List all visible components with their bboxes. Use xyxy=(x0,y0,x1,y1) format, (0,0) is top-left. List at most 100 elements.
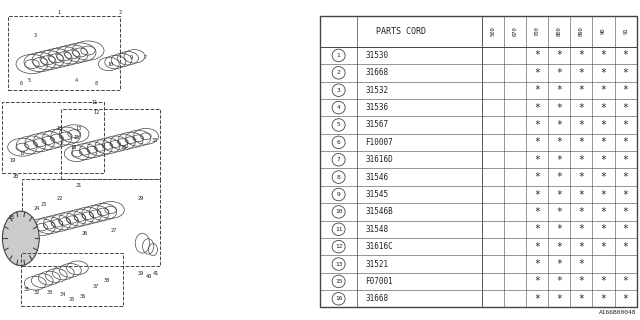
Text: 500: 500 xyxy=(490,26,495,36)
Text: *: * xyxy=(623,189,628,199)
Text: *: * xyxy=(623,137,628,147)
Text: *: * xyxy=(623,51,628,60)
Text: *: * xyxy=(556,51,562,60)
Text: 10: 10 xyxy=(335,209,342,214)
Text: 33: 33 xyxy=(47,290,52,295)
Text: *: * xyxy=(623,207,628,217)
Text: *: * xyxy=(623,68,628,78)
Text: *: * xyxy=(623,120,628,130)
Text: *: * xyxy=(556,85,562,95)
Text: *: * xyxy=(579,276,584,286)
Text: *: * xyxy=(534,224,540,234)
Text: 11: 11 xyxy=(92,100,97,105)
Text: *: * xyxy=(579,259,584,269)
Text: *: * xyxy=(556,224,562,234)
Text: 41: 41 xyxy=(153,271,159,276)
Text: *: * xyxy=(600,137,607,147)
Text: *: * xyxy=(623,103,628,113)
Text: 24: 24 xyxy=(34,205,40,211)
Text: 9: 9 xyxy=(130,55,132,60)
Text: F07001: F07001 xyxy=(365,277,393,286)
Text: 25: 25 xyxy=(8,215,14,220)
Text: *: * xyxy=(579,189,584,199)
Text: *: * xyxy=(579,85,584,95)
Text: *: * xyxy=(556,137,562,147)
Text: 31616D: 31616D xyxy=(365,155,393,164)
Text: *: * xyxy=(579,172,584,182)
Text: *: * xyxy=(579,103,584,113)
Text: 31521: 31521 xyxy=(365,260,388,268)
Text: *: * xyxy=(579,224,584,234)
Text: 12: 12 xyxy=(93,109,99,115)
Text: *: * xyxy=(600,242,607,252)
Text: 21: 21 xyxy=(76,183,81,188)
Text: 30: 30 xyxy=(152,138,158,143)
Text: *: * xyxy=(600,51,607,60)
Text: 17: 17 xyxy=(19,151,26,156)
Text: *: * xyxy=(623,294,628,304)
Text: *: * xyxy=(534,155,540,165)
Text: 31567: 31567 xyxy=(365,120,388,130)
Text: *: * xyxy=(534,276,540,286)
Text: *: * xyxy=(534,189,540,199)
Text: 8: 8 xyxy=(95,81,97,86)
Text: *: * xyxy=(534,172,540,182)
Text: 26: 26 xyxy=(82,231,88,236)
Text: 5: 5 xyxy=(337,123,340,127)
Text: *: * xyxy=(534,259,540,269)
Text: 15: 15 xyxy=(74,135,80,140)
Text: *: * xyxy=(556,259,562,269)
Text: 8: 8 xyxy=(337,175,340,180)
Text: 31532: 31532 xyxy=(365,86,388,95)
Text: *: * xyxy=(600,172,607,182)
Text: *: * xyxy=(579,137,584,147)
Text: 2: 2 xyxy=(337,70,340,75)
Text: *: * xyxy=(600,103,607,113)
Text: *: * xyxy=(556,103,562,113)
Text: 15: 15 xyxy=(335,279,342,284)
Text: 13: 13 xyxy=(335,261,342,267)
Text: 31530: 31530 xyxy=(365,51,388,60)
Text: 31545: 31545 xyxy=(365,190,388,199)
Text: 7: 7 xyxy=(144,55,147,60)
Text: 800: 800 xyxy=(557,26,562,36)
Text: 10: 10 xyxy=(108,61,113,67)
Ellipse shape xyxy=(3,211,39,266)
Text: *: * xyxy=(600,276,607,286)
Text: 34: 34 xyxy=(60,292,65,297)
Text: *: * xyxy=(534,103,540,113)
Text: 12: 12 xyxy=(335,244,342,249)
Text: *: * xyxy=(556,294,562,304)
Text: *: * xyxy=(534,85,540,95)
Text: 16: 16 xyxy=(70,145,77,150)
Text: 32: 32 xyxy=(34,290,40,295)
Text: *: * xyxy=(556,172,562,182)
Text: 9: 9 xyxy=(337,192,340,197)
Text: *: * xyxy=(556,207,562,217)
Text: 4: 4 xyxy=(337,105,340,110)
Text: 1: 1 xyxy=(337,53,340,58)
Text: *: * xyxy=(579,68,584,78)
Text: *: * xyxy=(600,155,607,165)
Text: 19: 19 xyxy=(10,157,16,163)
Text: 31: 31 xyxy=(24,287,30,292)
Text: F10007: F10007 xyxy=(365,138,393,147)
Text: *: * xyxy=(579,155,584,165)
Text: 28: 28 xyxy=(120,145,126,150)
Text: 6: 6 xyxy=(19,81,22,86)
Text: *: * xyxy=(579,120,584,130)
Text: *: * xyxy=(623,155,628,165)
Text: *: * xyxy=(600,207,607,217)
Text: *: * xyxy=(534,242,540,252)
Text: *: * xyxy=(600,224,607,234)
Text: 36: 36 xyxy=(80,293,86,299)
Text: 31668: 31668 xyxy=(365,294,388,303)
Text: 670: 670 xyxy=(513,26,517,36)
Text: *: * xyxy=(534,207,540,217)
Text: 3: 3 xyxy=(337,88,340,93)
Text: 38: 38 xyxy=(104,277,110,283)
Text: 35: 35 xyxy=(69,297,75,302)
Text: *: * xyxy=(623,85,628,95)
Text: 700: 700 xyxy=(534,26,540,36)
Text: 29: 29 xyxy=(138,196,144,201)
